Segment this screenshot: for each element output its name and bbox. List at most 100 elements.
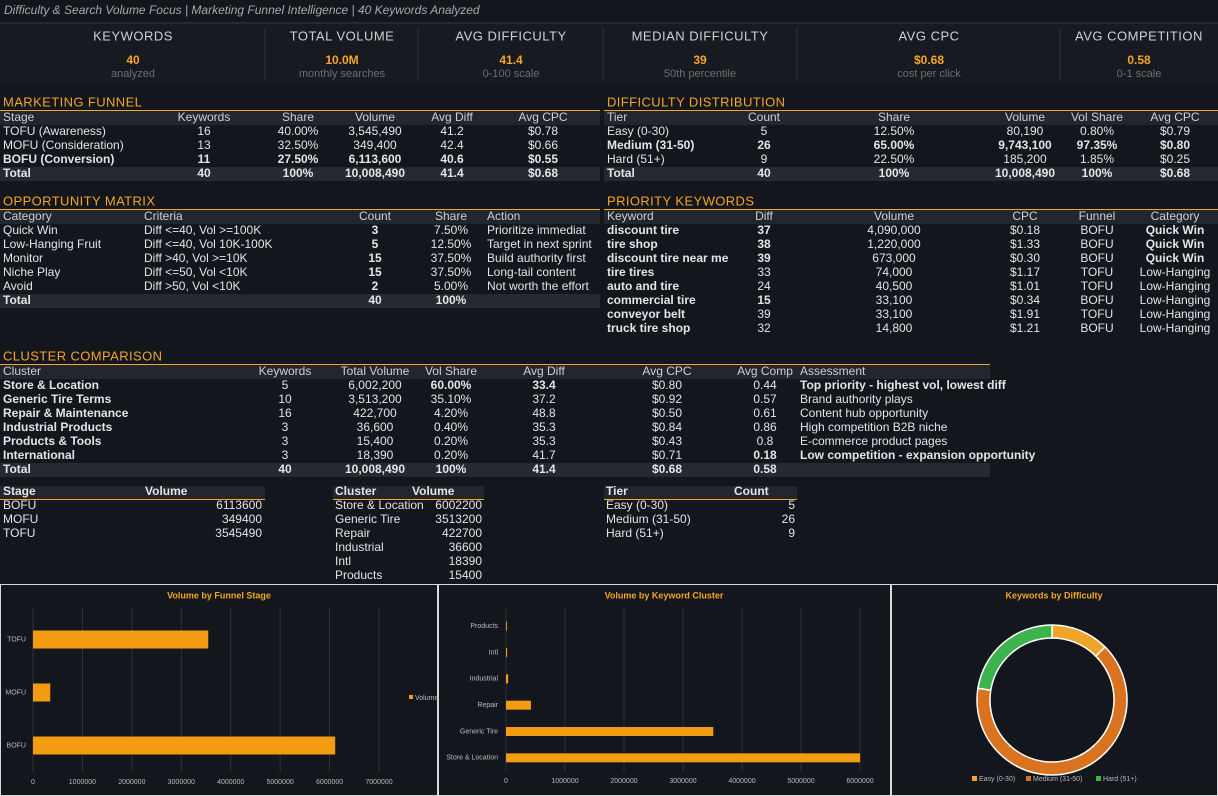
kpi-label: MEDIAN DIFFICULTY <box>632 28 769 43</box>
x-tick-label: 3000000 <box>168 779 195 786</box>
table-cell: Total <box>607 166 635 180</box>
table-cell: 10 <box>278 392 292 406</box>
table-cell: MOFU (Consideration) <box>3 138 124 152</box>
table-cell: Low-Hanging <box>1140 307 1211 321</box>
table-cell: 24 <box>757 279 771 293</box>
column-header: Vol Share <box>425 364 477 378</box>
table-cell: 15,400 <box>357 434 394 448</box>
table-cell: 5 <box>372 237 379 251</box>
header-row <box>604 486 797 499</box>
column-header: Share <box>878 110 910 124</box>
table-cell: 14,800 <box>876 321 913 335</box>
kpi-separators <box>264 28 1061 80</box>
kpi-sub: monthly searches <box>299 68 386 80</box>
column-header: Keywords <box>178 110 231 124</box>
y-tick-label: Repair <box>477 702 498 709</box>
x-tick-label: 5000000 <box>267 779 294 786</box>
table-cell: Target in next sprint <box>487 237 592 251</box>
table-cell: 40 <box>757 166 771 180</box>
table-cell: BOFU <box>1080 251 1113 265</box>
page-title: Difficulty & Search Volume Focus | Marke… <box>4 3 480 17</box>
table-cell: 41.7 <box>532 448 556 462</box>
table-cell: 11 <box>198 152 211 166</box>
x-tick-label: 2000000 <box>610 778 637 785</box>
table-cell: $0.80 <box>652 378 682 392</box>
y-tick-label: TOFU <box>7 636 26 643</box>
column-header: Vol Share <box>1071 110 1123 124</box>
table-cell: High competition B2B niche <box>800 420 948 434</box>
table-cell: tire tires <box>607 265 655 279</box>
table-cell: Store & Location <box>335 498 424 512</box>
table-cell: 3 <box>282 448 289 462</box>
table-cell: 3513200 <box>435 512 482 526</box>
table-cell: Diff <=40, Vol 10K-100K <box>144 237 273 251</box>
table-cell: TOFU <box>3 526 35 540</box>
table-cell: 0.80% <box>1080 124 1114 138</box>
table-cell: 0.8 <box>757 434 774 448</box>
column-header: Cluster <box>3 364 41 378</box>
total-row <box>604 167 1218 181</box>
table-cell: 40,500 <box>876 279 913 293</box>
x-tick-label: 7000000 <box>365 779 392 786</box>
table-cell: BOFU (Conversion) <box>3 152 114 166</box>
column-header: Avg Diff <box>431 110 473 124</box>
table-cell: 33.4 <box>532 378 556 392</box>
chart-panel <box>891 584 1218 796</box>
bar <box>506 621 507 631</box>
table-cell: $0.78 <box>528 124 558 138</box>
table-cell: 36600 <box>449 540 483 554</box>
table-cell: Niche Play <box>3 265 60 279</box>
legend-swatch <box>409 695 413 699</box>
kpi-label: TOTAL VOLUME <box>290 28 395 43</box>
table-cell: Total <box>3 293 31 307</box>
table-cell: 97.35% <box>1077 138 1118 152</box>
table-cell: Quick Win <box>1146 237 1205 251</box>
table-cell: TOFU <box>1081 265 1113 279</box>
table-cell: Low-Hanging Fruit <box>3 237 102 251</box>
table-cell: $0.18 <box>1010 223 1040 237</box>
table-cell: 0.58 <box>753 462 777 476</box>
table-cell: 0.61 <box>753 406 777 420</box>
table-cell: Store & Location <box>3 378 99 392</box>
table-cell: Intl <box>335 554 351 568</box>
table-cell: 422,700 <box>353 406 397 420</box>
table-cell: 41.2 <box>440 124 464 138</box>
table-cell: 15 <box>757 293 771 307</box>
bar <box>33 736 336 755</box>
table-cell: 40.00% <box>278 124 319 138</box>
table-cell: 12.50% <box>431 237 472 251</box>
y-tick-label: Intl <box>489 649 499 656</box>
bar <box>506 674 509 684</box>
table-cell: $0.84 <box>652 420 682 434</box>
table-cell: 35.10% <box>431 392 472 406</box>
table-cell: 15400 <box>449 568 483 582</box>
legend-label: Volume <box>415 695 438 702</box>
table-cell: 3 <box>282 434 289 448</box>
table-cell: 37.50% <box>431 251 472 265</box>
table-cell: 100% <box>436 462 467 476</box>
column-header: Stage <box>3 110 35 124</box>
table-cell: $1.17 <box>1010 265 1040 279</box>
table-cell: auto and tire <box>607 279 679 293</box>
kpi-value: 39 <box>693 53 707 67</box>
table-cell: Repair <box>335 526 370 540</box>
table-cell: 3 <box>282 420 289 434</box>
x-tick-label: 0 <box>31 779 35 786</box>
table-cell: MOFU <box>3 512 38 526</box>
chart-title: Keywords by Difficulty <box>1005 590 1102 600</box>
chart-title: Volume by Funnel Stage <box>167 590 271 600</box>
kpi-label: AVG DIFFICULTY <box>455 28 566 43</box>
header-row <box>604 210 1218 224</box>
table-cell: commercial tire <box>607 293 696 307</box>
table-cell: discount tire <box>607 223 679 237</box>
table-cell: 4,090,000 <box>867 223 921 237</box>
column-header: Criteria <box>144 209 183 223</box>
table-cell: 26 <box>782 512 796 526</box>
table-cell: $0.68 <box>652 462 682 476</box>
kpi-label: KEYWORDS <box>93 28 173 43</box>
x-tick-label: 3000000 <box>669 778 696 785</box>
table-cell: Diff <=40, Vol >=100K <box>144 223 261 237</box>
table-cell: BOFU <box>1080 237 1113 251</box>
table-cell: 9,743,100 <box>998 138 1052 152</box>
kpi-label: AVG COMPETITION <box>1075 28 1203 43</box>
